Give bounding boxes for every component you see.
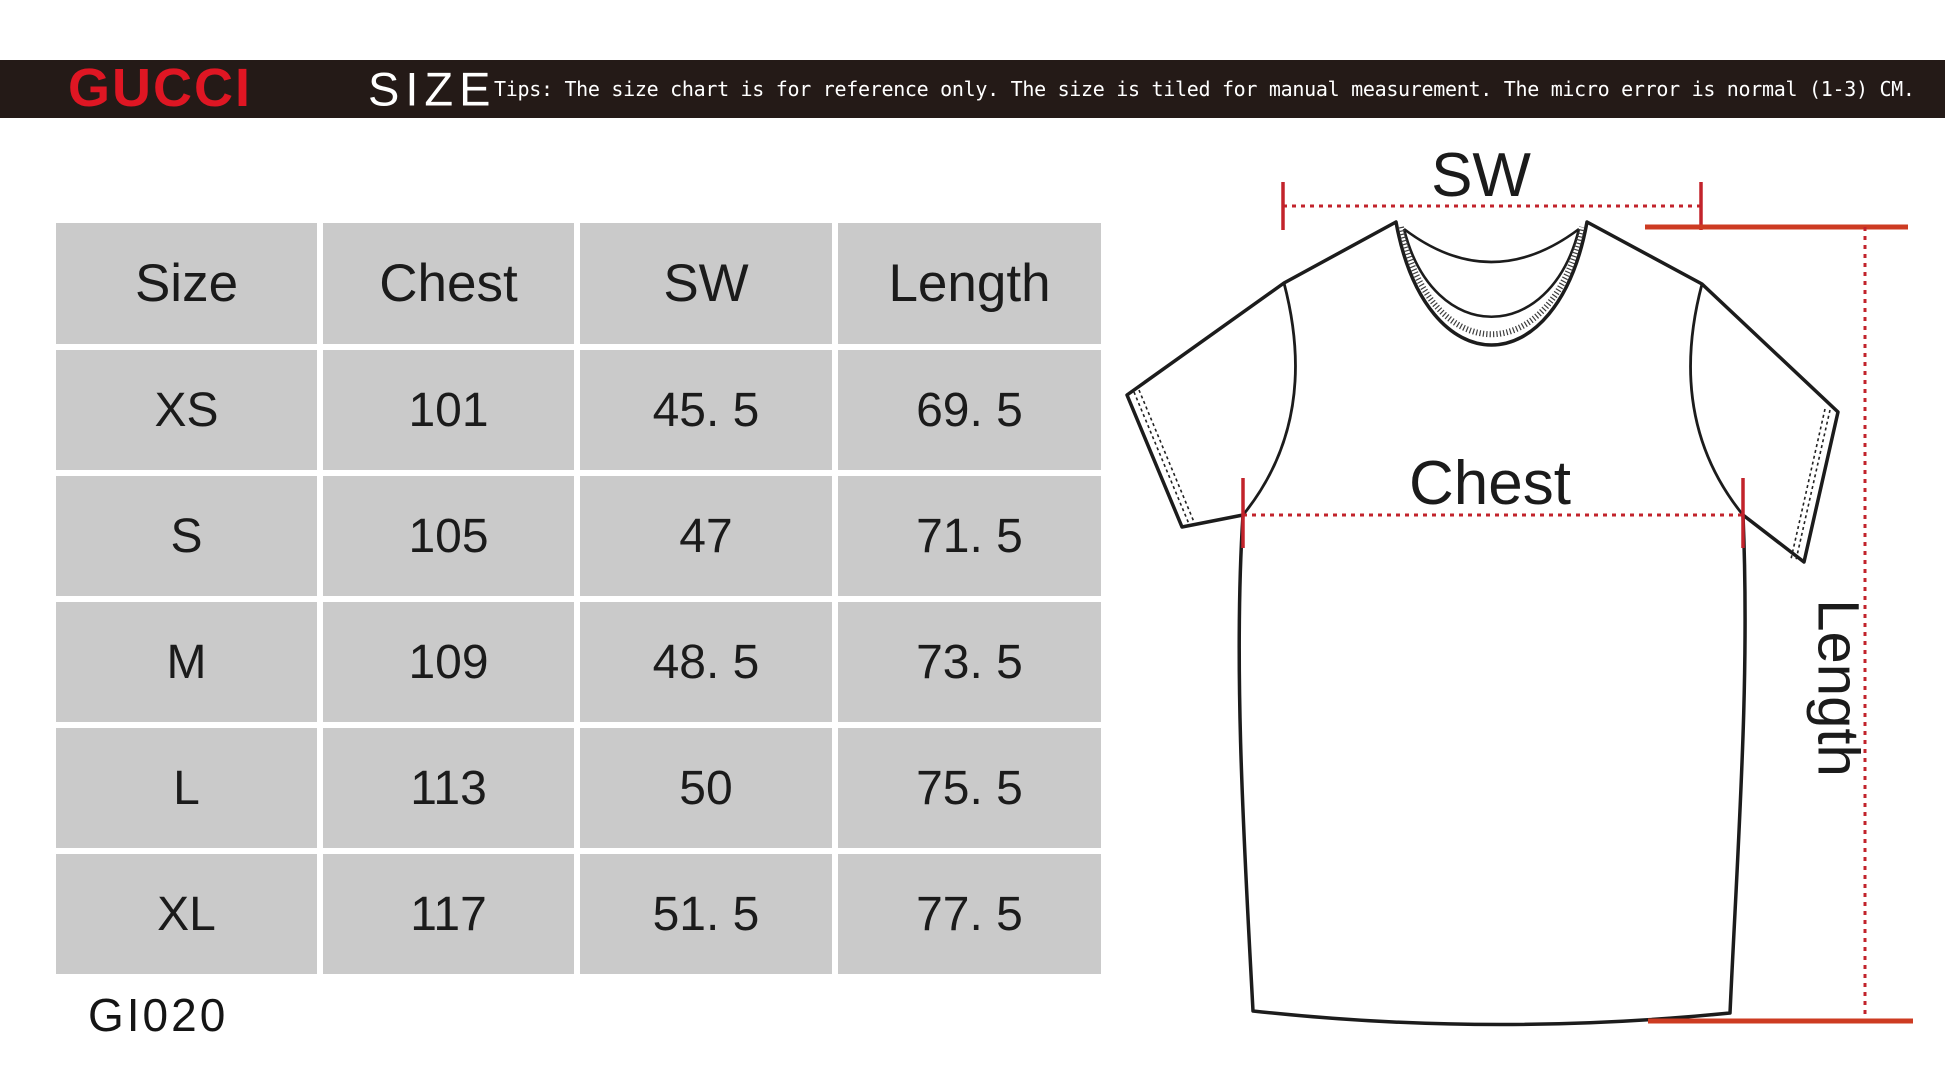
table-cell: 113 bbox=[323, 728, 574, 848]
table-cell: 109 bbox=[323, 602, 574, 722]
table-cell: 77. 5 bbox=[838, 854, 1101, 974]
table-cell: 75. 5 bbox=[838, 728, 1101, 848]
table-cell: 69. 5 bbox=[838, 350, 1101, 470]
column-header-length: Length bbox=[838, 223, 1101, 344]
table-cell: 45. 5 bbox=[580, 350, 832, 470]
header-bar: GUCCI SIZE Tips: The size chart is for r… bbox=[0, 60, 1945, 118]
sw-label: SW bbox=[1431, 141, 1531, 210]
table-cell-size-m: M bbox=[56, 602, 317, 722]
table-cell: 47 bbox=[580, 476, 832, 596]
table-cell-size-xs: XS bbox=[56, 350, 317, 470]
column-header-chest: Chest bbox=[323, 223, 574, 344]
table-cell-size-xl: XL bbox=[56, 854, 317, 974]
product-code: GI020 bbox=[88, 989, 229, 1041]
length-label: Length bbox=[1806, 599, 1871, 776]
table-cell: 105 bbox=[323, 476, 574, 596]
table-cell: 51. 5 bbox=[580, 854, 832, 974]
brand-logo: GUCCI bbox=[68, 57, 252, 118]
armhole-seam-left bbox=[1241, 282, 1297, 516]
cuff-seam-right-2 bbox=[1790, 408, 1826, 560]
column-header-size: Size bbox=[56, 223, 317, 344]
collar-inner-edge bbox=[1402, 228, 1581, 318]
table-cell: 117 bbox=[323, 854, 574, 974]
collar-back-neck-line bbox=[1403, 227, 1580, 264]
table-cell-size-s: S bbox=[56, 476, 317, 596]
size-tips-text: Tips: The size chart is for reference on… bbox=[494, 77, 1915, 101]
table-cell: 73. 5 bbox=[838, 602, 1101, 722]
size-table: Size Chest SW Length XS 101 45. 5 69. 5 … bbox=[56, 223, 1101, 974]
table-cell: 71. 5 bbox=[838, 476, 1101, 596]
table-cell: 48. 5 bbox=[580, 602, 832, 722]
tshirt-diagram: SW Chest Length bbox=[1125, 141, 1913, 1027]
size-chart-title: SIZE bbox=[368, 62, 497, 116]
column-header-sw: SW bbox=[580, 223, 832, 344]
table-cell: 101 bbox=[323, 350, 574, 470]
cuff-seam-right-1 bbox=[1795, 409, 1831, 561]
table-cell: 50 bbox=[580, 728, 832, 848]
armhole-seam-right bbox=[1689, 283, 1745, 516]
table-cell-size-l: L bbox=[56, 728, 317, 848]
tshirt-outline bbox=[1125, 220, 1840, 1027]
chest-label: Chest bbox=[1409, 449, 1571, 518]
